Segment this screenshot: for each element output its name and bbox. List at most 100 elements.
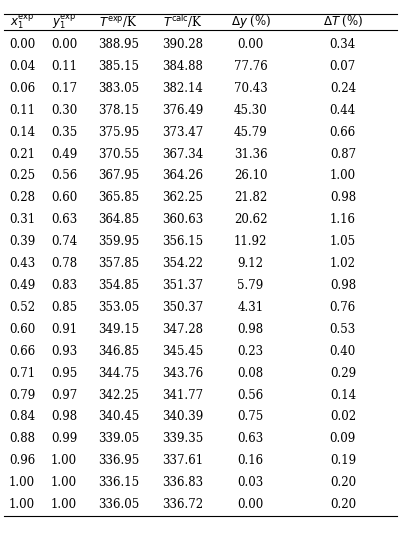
Text: 1.00: 1.00 — [51, 476, 77, 489]
Text: 0.53: 0.53 — [330, 323, 356, 336]
Text: 367.95: 367.95 — [98, 169, 139, 182]
Text: 5.79: 5.79 — [237, 279, 264, 292]
Text: 0.88: 0.88 — [9, 432, 35, 445]
Text: 0.44: 0.44 — [330, 104, 356, 117]
Text: 0.96: 0.96 — [9, 454, 35, 467]
Text: 0.17: 0.17 — [51, 82, 77, 95]
Text: 1.02: 1.02 — [330, 257, 356, 270]
Text: 0.14: 0.14 — [9, 126, 35, 138]
Text: 382.14: 382.14 — [162, 82, 203, 95]
Text: 343.76: 343.76 — [162, 367, 203, 380]
Text: 0.52: 0.52 — [9, 301, 35, 314]
Text: 336.83: 336.83 — [162, 476, 203, 489]
Text: 390.28: 390.28 — [162, 38, 203, 51]
Text: 349.15: 349.15 — [98, 323, 139, 336]
Text: 336.95: 336.95 — [98, 454, 139, 467]
Text: 0.71: 0.71 — [9, 367, 35, 380]
Text: 0.00: 0.00 — [51, 38, 77, 51]
Text: 340.45: 340.45 — [98, 411, 139, 424]
Text: 0.11: 0.11 — [51, 60, 77, 73]
Text: 341.77: 341.77 — [162, 388, 203, 401]
Text: 0.00: 0.00 — [237, 498, 264, 511]
Text: 364.26: 364.26 — [162, 169, 203, 182]
Text: 378.15: 378.15 — [98, 104, 139, 117]
Text: 0.85: 0.85 — [51, 301, 77, 314]
Text: 356.15: 356.15 — [162, 235, 203, 248]
Text: 0.98: 0.98 — [51, 411, 77, 424]
Text: 1.05: 1.05 — [330, 235, 356, 248]
Text: 350.37: 350.37 — [162, 301, 203, 314]
Text: 0.29: 0.29 — [330, 367, 356, 380]
Text: 1.00: 1.00 — [51, 498, 77, 511]
Text: 0.03: 0.03 — [237, 476, 264, 489]
Text: 0.19: 0.19 — [330, 454, 356, 467]
Text: 21.82: 21.82 — [234, 192, 267, 204]
Text: $T^{\rm exp}$/K: $T^{\rm exp}$/K — [99, 14, 138, 29]
Text: 376.49: 376.49 — [162, 104, 203, 117]
Text: 45.30: 45.30 — [234, 104, 267, 117]
Text: 357.85: 357.85 — [98, 257, 139, 270]
Text: 0.60: 0.60 — [9, 323, 35, 336]
Text: 336.15: 336.15 — [98, 476, 139, 489]
Text: 354.85: 354.85 — [98, 279, 139, 292]
Text: 0.98: 0.98 — [330, 279, 356, 292]
Text: 365.85: 365.85 — [98, 192, 139, 204]
Text: 0.79: 0.79 — [9, 388, 35, 401]
Text: 0.78: 0.78 — [51, 257, 77, 270]
Text: 0.95: 0.95 — [51, 367, 77, 380]
Text: $T^{\rm calc}$/K: $T^{\rm calc}$/K — [162, 13, 203, 30]
Text: 342.25: 342.25 — [98, 388, 139, 401]
Text: 347.28: 347.28 — [162, 323, 203, 336]
Text: 11.92: 11.92 — [234, 235, 267, 248]
Text: 0.08: 0.08 — [237, 367, 264, 380]
Text: 0.14: 0.14 — [330, 388, 356, 401]
Text: 9.12: 9.12 — [238, 257, 263, 270]
Text: 0.23: 0.23 — [237, 345, 264, 358]
Text: 0.49: 0.49 — [51, 148, 77, 161]
Text: 0.97: 0.97 — [51, 388, 77, 401]
Text: 0.43: 0.43 — [9, 257, 35, 270]
Text: 31.36: 31.36 — [234, 148, 267, 161]
Text: 0.35: 0.35 — [51, 126, 77, 138]
Text: 45.79: 45.79 — [234, 126, 267, 138]
Text: 1.00: 1.00 — [9, 476, 35, 489]
Text: 0.66: 0.66 — [9, 345, 35, 358]
Text: 385.15: 385.15 — [98, 60, 139, 73]
Text: 384.88: 384.88 — [162, 60, 203, 73]
Text: 0.24: 0.24 — [330, 82, 356, 95]
Text: 354.22: 354.22 — [162, 257, 203, 270]
Text: 0.16: 0.16 — [237, 454, 264, 467]
Text: 0.56: 0.56 — [51, 169, 77, 182]
Text: 0.25: 0.25 — [9, 169, 35, 182]
Text: 0.00: 0.00 — [237, 38, 264, 51]
Text: 1.00: 1.00 — [330, 169, 356, 182]
Text: 364.85: 364.85 — [98, 213, 139, 226]
Text: 337.61: 337.61 — [162, 454, 203, 467]
Text: 0.98: 0.98 — [237, 323, 264, 336]
Text: 362.25: 362.25 — [162, 192, 203, 204]
Text: 388.95: 388.95 — [98, 38, 139, 51]
Text: 0.98: 0.98 — [330, 192, 356, 204]
Text: $x_1^{\rm exp}$: $x_1^{\rm exp}$ — [10, 12, 34, 31]
Text: 359.95: 359.95 — [98, 235, 139, 248]
Text: 0.49: 0.49 — [9, 279, 35, 292]
Text: 373.47: 373.47 — [162, 126, 203, 138]
Text: 345.45: 345.45 — [162, 345, 203, 358]
Text: 375.95: 375.95 — [98, 126, 139, 138]
Text: 0.40: 0.40 — [330, 345, 356, 358]
Text: 4.31: 4.31 — [237, 301, 264, 314]
Text: 360.63: 360.63 — [162, 213, 203, 226]
Text: 0.87: 0.87 — [330, 148, 356, 161]
Text: 0.20: 0.20 — [330, 476, 356, 489]
Text: 0.02: 0.02 — [330, 411, 356, 424]
Text: 26.10: 26.10 — [234, 169, 267, 182]
Text: $\Delta y$ (%): $\Delta y$ (%) — [231, 13, 271, 30]
Text: 0.76: 0.76 — [330, 301, 356, 314]
Text: 339.35: 339.35 — [162, 432, 203, 445]
Text: 0.84: 0.84 — [9, 411, 35, 424]
Text: 77.76: 77.76 — [234, 60, 267, 73]
Text: 383.05: 383.05 — [98, 82, 139, 95]
Text: 0.91: 0.91 — [51, 323, 77, 336]
Text: 0.11: 0.11 — [9, 104, 35, 117]
Text: 0.83: 0.83 — [51, 279, 77, 292]
